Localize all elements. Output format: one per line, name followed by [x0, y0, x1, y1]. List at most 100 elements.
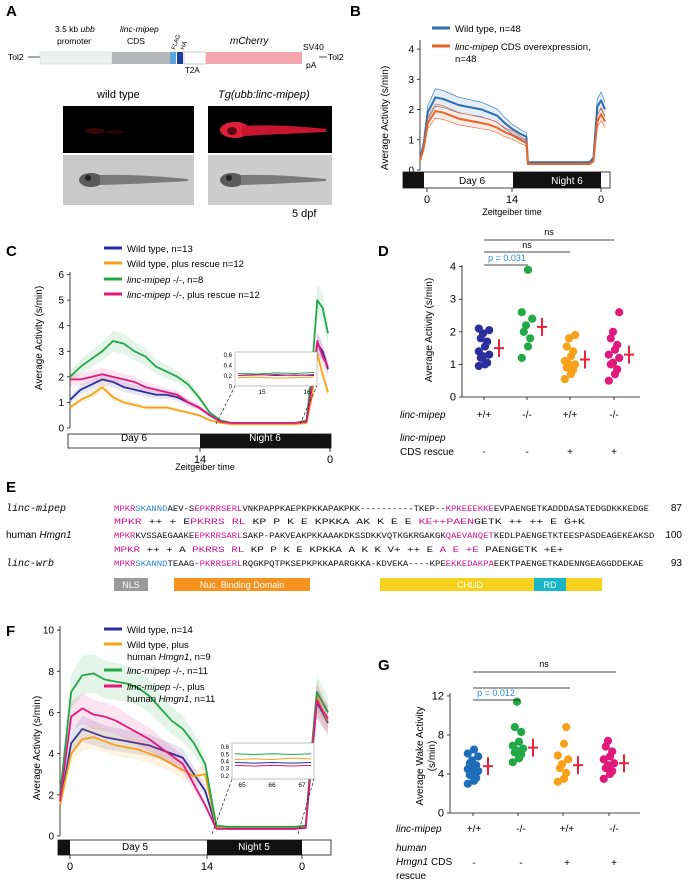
d-data-point: [519, 327, 528, 336]
dpf-label: 5 dpf: [292, 208, 317, 220]
c-ytick-label: 6: [58, 270, 64, 281]
panel-b-letter: B: [350, 3, 361, 20]
f-inset-series: [234, 764, 312, 767]
d-data-point: [474, 324, 483, 333]
panel-d-plot: [474, 265, 634, 385]
t2a-label: T2A: [185, 66, 200, 75]
d-data-point: [608, 327, 618, 336]
f-night-bar: [207, 840, 302, 855]
alignment-sequence: MPKR SKANND TEAAG- PKRRSERL RQGKPQTPKSEPKPKK…: [114, 560, 644, 569]
f-inset-zoom-right: [297, 778, 315, 835]
flag-label: FLAG: [171, 34, 182, 51]
c-inset-ytick-label: 0: [229, 385, 233, 391]
seq-run: EPKRRSERL: [194, 505, 242, 514]
promoter-line1: 3.5 kb ubb: [55, 24, 95, 34]
f-ytick-label: 8: [48, 667, 54, 678]
f-inset-xtick-label: 66: [268, 782, 276, 789]
d-data-point: [517, 353, 526, 362]
d-data-point: [560, 357, 569, 366]
d-sig-ns-inner: ns: [522, 240, 532, 250]
legend-c-mut-label: linc-mipep -/-, n=8: [127, 275, 203, 286]
panel-b-legend: Wild type, n=48 linc-mipep CDS overexpre…: [432, 24, 591, 65]
seq-run: RL: [231, 546, 244, 555]
panel-d-genotype-table: linc-mipep +/+ -/- +/+ -/- linc-mipep CD…: [400, 410, 619, 458]
seq-run: GETK ++ ++ E G+K: [474, 518, 585, 527]
tg-fish-label: Tg(ubb:linc-mipep): [218, 89, 310, 101]
seq-run: PKRRSERL: [200, 560, 243, 569]
alignment-sequence: MPKR SKANND AEV-S EPKRRSERL VNKPAPPKAEPKPKKA…: [114, 505, 649, 514]
seq-run: MPKR: [114, 532, 135, 541]
panel-d-axes: 0 1 2 3 4: [450, 261, 640, 404]
g-data-point: [508, 741, 517, 750]
g-data-point: [562, 723, 571, 732]
g-ytick-label: 12: [432, 690, 444, 702]
d-row1-v3: +/+: [563, 410, 578, 421]
d-data-point: [521, 321, 531, 330]
seq-run: A: [440, 546, 447, 555]
panel-f-plot: [59, 653, 329, 830]
nbd-domain: [174, 578, 310, 591]
alignment-sequence: MPKR ++ + A PKRRS RL KP P K E KPKKA A K …: [114, 546, 564, 555]
d-row2-v1: -: [482, 447, 485, 458]
d-row2-v3: +: [567, 447, 573, 458]
b-xtick-label: 0: [424, 194, 430, 206]
d-row2-v2: -: [525, 447, 528, 458]
panel-c-inset: 0 0.2 0.4 0.6 15 16: [215, 351, 318, 425]
c-inset-frame: [234, 351, 318, 387]
legend-wt-label: Wild type, n=48: [455, 24, 521, 35]
panel-b-axes: 0 1 2 3 4 0 14 0: [402, 40, 611, 206]
panel-f-day-label: Day 5: [122, 842, 149, 853]
f-ytick-label: 2: [48, 790, 54, 801]
legend-oe-label: linc-mipep CDS overexpression,: [455, 42, 591, 53]
b-ytick-label: 0: [408, 166, 414, 177]
b-lights-off-start: [403, 172, 424, 188]
g-data-point: [474, 752, 483, 761]
f-series-band: [60, 679, 328, 829]
f-inset-ytick-label: 0.3: [221, 767, 230, 773]
seq-run: AEV-S: [168, 505, 195, 514]
f-inset-xtick-label: 65: [238, 782, 246, 789]
g-row1-v2: -/-: [516, 824, 525, 835]
b-ytick-label: 2: [408, 105, 414, 116]
d-data-point: [483, 337, 492, 346]
g-sig-pvalue: p = 0.012: [477, 688, 515, 698]
c-inset-ytick-label: 0.6: [224, 353, 233, 359]
g-row1-label: linc-mipep: [396, 824, 442, 835]
g-data-point: [608, 747, 617, 756]
seq-run: EEKTPAENGETKADENNGEAGGDDEKAE: [494, 560, 644, 569]
f-ytick-label: 4: [48, 749, 54, 760]
c-inset-xtick-label: 16: [303, 389, 311, 396]
d-data-point: [483, 358, 492, 367]
g-ytick-label: 8: [438, 729, 444, 741]
panel-a-letter: A: [6, 3, 17, 20]
g-data-point: [514, 737, 524, 746]
legend-c-wtr-label: Wild type, plus rescue n=12: [127, 259, 244, 270]
g-data-point: [463, 749, 472, 758]
seq-run: KP P K E KPKKA A K K V+ ++ E: [244, 546, 439, 555]
seq-run: +E: [466, 546, 479, 555]
tg-bf-fish: [220, 173, 326, 187]
d-sig-ns-outer: ns: [544, 227, 554, 237]
seq-run: KPKEEEKKE: [446, 505, 494, 514]
d-row1-v2: -/-: [522, 410, 531, 421]
c-inset-xtick-label: 15: [258, 389, 266, 396]
f-inset-ytick-label: 0.5: [221, 752, 230, 758]
d-data-point: [571, 360, 580, 369]
f-inset-xtick-label: 67: [298, 782, 306, 789]
d-row1-label: linc-mipep: [400, 410, 446, 421]
cds-gene-label: linc-mipep: [120, 24, 159, 34]
panel-c-plot: [69, 284, 329, 426]
g-data-point: [599, 774, 608, 783]
d-data-point: [523, 342, 533, 351]
f-inset-ytick-label: 0.6: [221, 745, 230, 751]
c-inset-series: [237, 373, 315, 377]
c-ytick-label: 4: [58, 321, 64, 332]
seq-run: PKRRS: [192, 546, 225, 555]
panel-g-ylabel-1: Average Wake Activity: [415, 707, 426, 806]
d-data-point: [526, 334, 535, 343]
g-data-point: [553, 751, 562, 760]
legend-oe-label-line2: n=48: [455, 54, 476, 65]
panel-c-xlabel: Zeitgeiber time: [175, 462, 235, 472]
d-row2-label1: linc-mipep: [400, 433, 446, 444]
d-data-point: [562, 342, 571, 351]
